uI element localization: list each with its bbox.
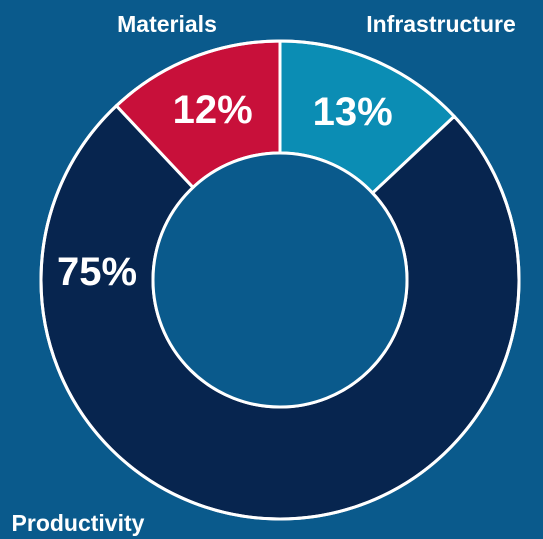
value-label-materials: 12% xyxy=(173,88,253,132)
value-label-infrastructure: 13% xyxy=(313,90,393,134)
donut-inner-hole xyxy=(151,151,409,409)
donut-outer-ring xyxy=(39,39,521,521)
donut-value-labels: 13% 75% 12% xyxy=(57,88,393,294)
category-label-productivity: Productivity xyxy=(12,510,145,536)
category-label-materials: Materials xyxy=(117,11,217,37)
category-label-infrastructure: Infrastructure xyxy=(366,11,516,37)
value-label-productivity: 75% xyxy=(57,250,137,294)
donut-category-labels: Infrastructure Productivity Materials xyxy=(12,11,516,536)
donut-slices xyxy=(39,39,521,521)
